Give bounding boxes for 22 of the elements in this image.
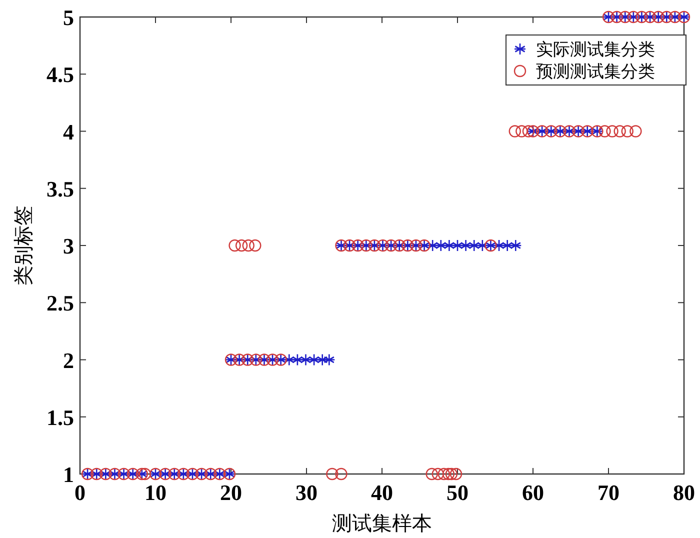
y-tick-label: 4.5 bbox=[46, 62, 74, 88]
x-tick-label: 60 bbox=[522, 480, 544, 505]
x-tick-label: 50 bbox=[446, 480, 468, 505]
x-tick-label: 70 bbox=[598, 480, 620, 505]
y-tick-label: 3 bbox=[63, 234, 74, 258]
y-tick-label: 4 bbox=[63, 119, 74, 144]
x-tick-label: 40 bbox=[371, 480, 393, 505]
x-tick-label: 0 bbox=[74, 480, 86, 505]
legend-label: 实际测试集分类 bbox=[536, 40, 655, 59]
x-tick-label: 30 bbox=[296, 480, 318, 505]
y-tick-label: 2.5 bbox=[46, 290, 74, 316]
y-tick-label: 1 bbox=[63, 462, 74, 487]
x-tick-label: 10 bbox=[144, 480, 166, 505]
y-tick-label: 3.5 bbox=[46, 176, 74, 202]
legend-label: 预测测试集分类 bbox=[536, 62, 655, 81]
y-tick-label: 2 bbox=[63, 348, 74, 373]
y-tick-label: 5 bbox=[63, 5, 74, 30]
x-axis-title: 测试集样本 bbox=[332, 513, 432, 535]
y-axis-title: 类别标签 bbox=[13, 206, 35, 286]
x-tick-label: 80 bbox=[673, 480, 695, 505]
y-tick-label: 1.5 bbox=[46, 404, 74, 430]
x-tick-label: 20 bbox=[220, 480, 242, 505]
